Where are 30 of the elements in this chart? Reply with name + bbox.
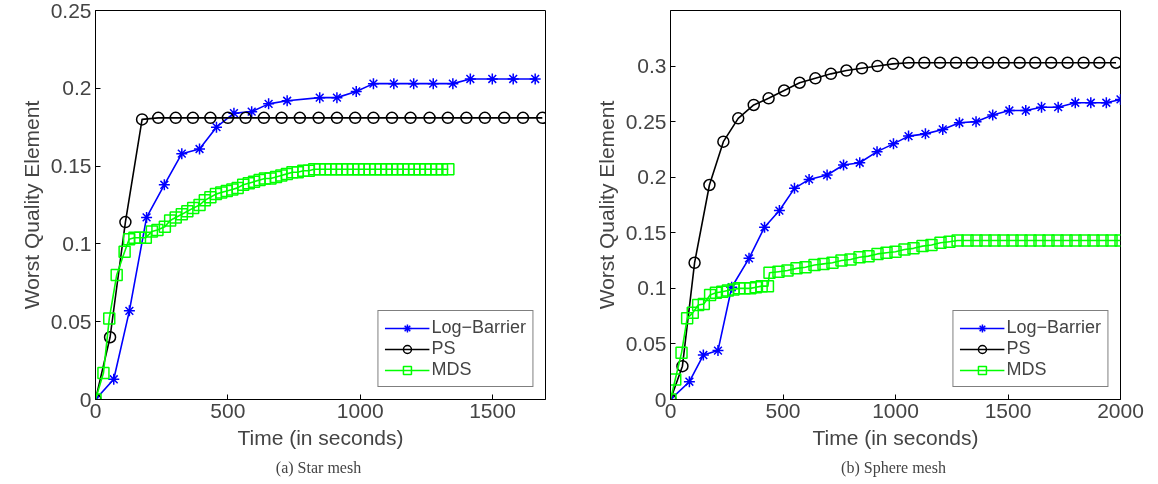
y-tick-label: 0.2 — [637, 165, 667, 189]
legend-label: PS — [431, 338, 456, 359]
legend-label: Log−Barrier — [1006, 317, 1101, 338]
x-tick-label: 1000 — [872, 398, 919, 422]
legend-label: Log−Barrier — [431, 317, 526, 338]
y-tick-label: 0.1 — [637, 276, 667, 300]
legend-label: MDS — [1006, 359, 1047, 380]
x-tick-label: 1500 — [469, 398, 516, 422]
y-tick-label: 0.25 — [625, 109, 667, 133]
y-tick-label: 0.15 — [50, 154, 92, 178]
x-axis-title: Time (in seconds) — [812, 425, 979, 449]
y-tick-label: 0.05 — [50, 309, 92, 333]
y-axis-title: Worst Quality Element — [19, 100, 43, 310]
y-tick-label: 0.3 — [637, 54, 667, 78]
y-tick-label: 0.05 — [625, 331, 667, 355]
legend-label: MDS — [431, 359, 472, 380]
y-tick-label: 0.15 — [625, 220, 667, 244]
y-tick-label: 0.2 — [62, 76, 92, 100]
legend-label: PS — [1006, 338, 1031, 359]
text: (b) Sphere mesh — [841, 458, 946, 477]
x-tick-label: 2000 — [1097, 398, 1144, 422]
x-tick-label: 500 — [210, 398, 246, 422]
y-tick-label: 0.1 — [62, 231, 92, 255]
x-tick-label: 1500 — [984, 398, 1032, 422]
x-axis-title: Time (in seconds) — [237, 425, 404, 449]
y-tick-label: 0.25 — [50, 0, 92, 22]
x-tick-label: 500 — [765, 398, 801, 422]
text: (a) Star mesh — [275, 458, 362, 477]
y-axis-title: Worst Quality Element — [594, 100, 618, 310]
x-tick-label: 1000 — [336, 398, 384, 422]
